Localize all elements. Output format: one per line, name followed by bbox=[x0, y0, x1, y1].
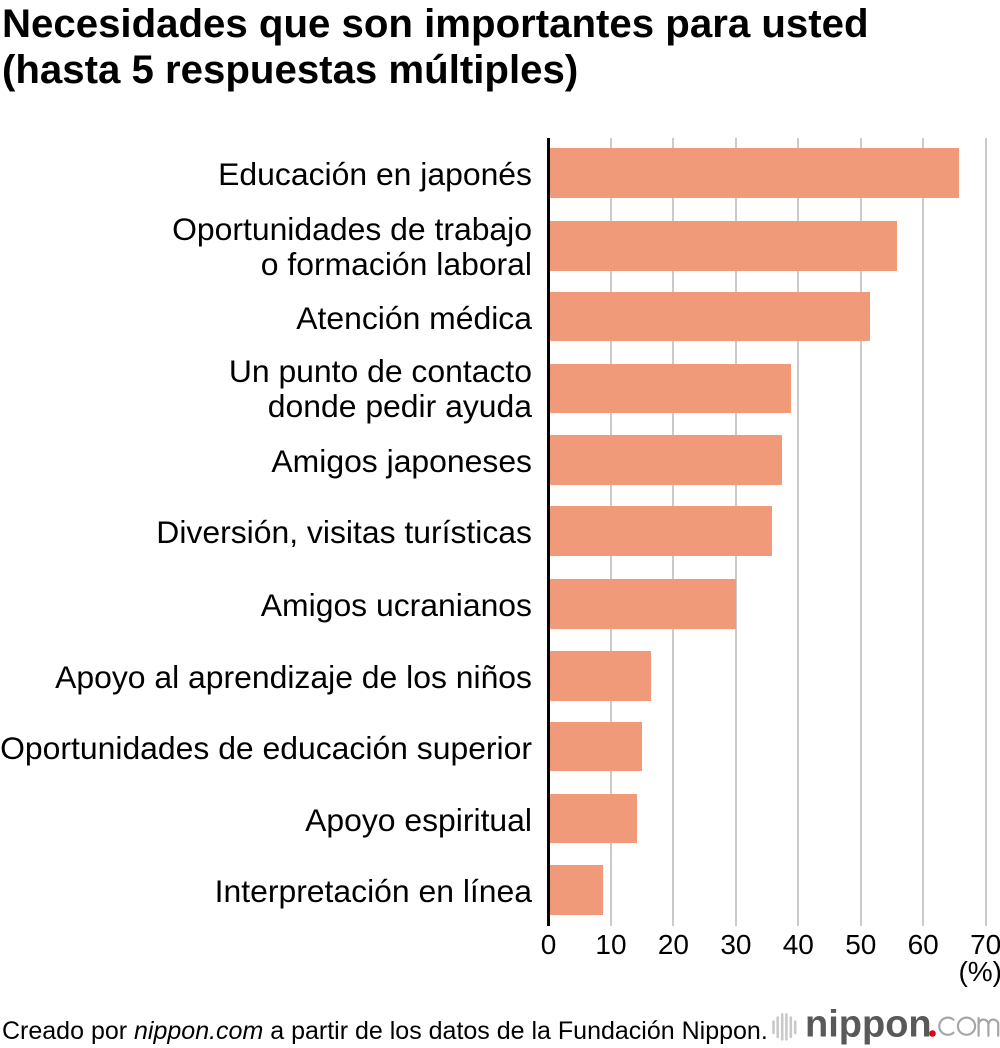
svg-text:nippon: nippon bbox=[805, 1005, 932, 1045]
